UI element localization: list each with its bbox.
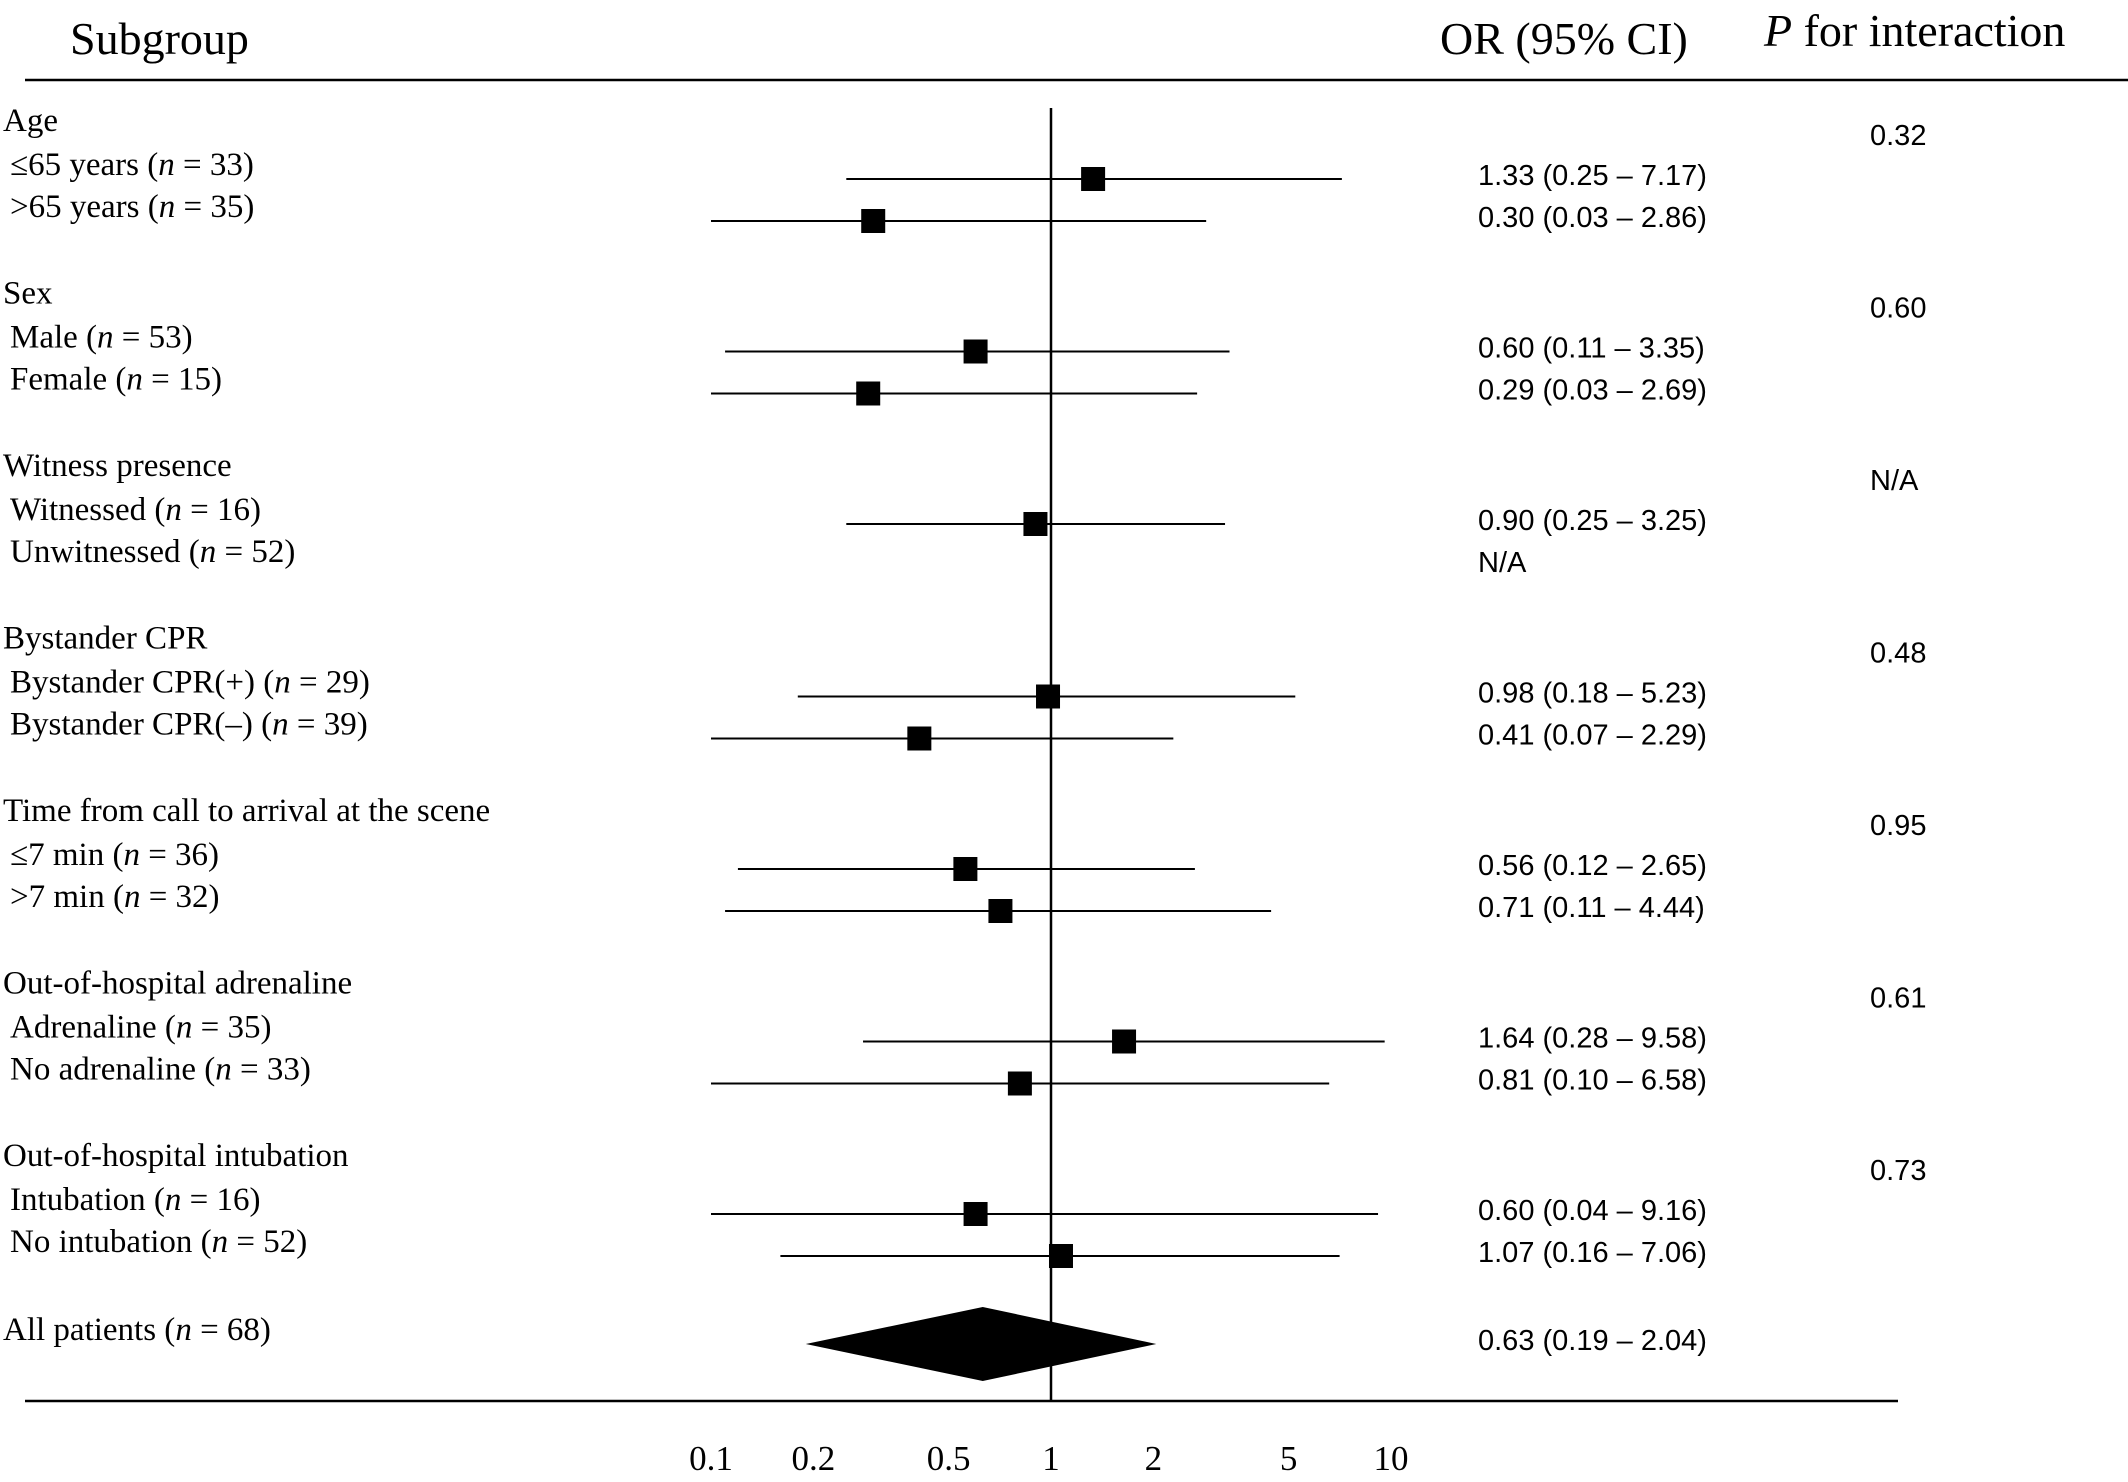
row-label: Bystander CPR(+) (n = 29) (10, 665, 370, 701)
point-estimate-square (963, 339, 988, 364)
point-estimate-square (1112, 1029, 1137, 1054)
row-label: Witnessed (n = 16) (10, 492, 261, 528)
row-label: Adrenaline (n = 35) (10, 1010, 271, 1046)
group-label: Out-of-hospital adrenaline (3, 966, 352, 1002)
header-p-interaction: P for interaction (1763, 5, 2065, 56)
x-tick-label: 0.2 (791, 1439, 835, 1478)
or-ci-value: 0.98 (0.18 – 5.23) (1478, 678, 1707, 710)
point-estimate-square (1023, 512, 1048, 536)
or-ci-value: 0.56 (0.12 – 2.65) (1478, 850, 1707, 882)
point-estimate-square (963, 1202, 988, 1226)
plot-marks: Age 0.32 ≤65 years (n = 33) 1.33 (0.25 – 7.… (3, 103, 1926, 1478)
row-label: Male (n = 53) (10, 320, 193, 356)
or-ci-value: 0.90 (0.25 – 3.25) (1478, 505, 1707, 537)
group-label: Bystander CPR (3, 621, 207, 657)
point-estimate-square (1036, 684, 1061, 709)
x-tick-label: 5 (1280, 1439, 1298, 1478)
or-ci-value: 0.71 (0.11 – 4.44) (1478, 892, 1705, 924)
row-label: Female (n = 15) (10, 362, 222, 398)
point-estimate-square (1007, 1071, 1032, 1096)
point-estimate-square (856, 381, 881, 406)
row-label: Unwitnessed (n = 52) (10, 534, 295, 570)
p-interaction-value: N/A (1870, 465, 1919, 497)
overall-or-ci-value: 0.63 (0.19 – 2.04) (1478, 1325, 1707, 1357)
point-estimate-square (907, 726, 932, 751)
or-ci-value: 0.29 (0.03 – 2.69) (1478, 375, 1707, 407)
x-tick-label: 1 (1042, 1439, 1060, 1478)
overall-diamond (805, 1307, 1157, 1381)
p-interaction-value: 0.95 (1870, 810, 1926, 842)
group-label: Age (3, 103, 58, 139)
point-estimate-square (1048, 1244, 1073, 1268)
p-interaction-value: 0.60 (1870, 293, 1926, 325)
p-interaction-value: 0.61 (1870, 983, 1926, 1015)
point-estimate-square (953, 857, 978, 881)
or-ci-value: 1.07 (0.16 – 7.06) (1478, 1237, 1707, 1269)
point-estimate-square (988, 899, 1013, 923)
x-tick-label: 10 (1374, 1439, 1409, 1478)
row-label: ≤7 min (n = 36) (10, 837, 219, 873)
or-ci-value: 0.60 (0.04 – 9.16) (1478, 1195, 1707, 1227)
group-label: Out-of-hospital intubation (3, 1138, 349, 1174)
row-label: No adrenaline (n = 33) (10, 1052, 311, 1088)
or-ci-value: 0.30 (0.03 – 2.86) (1478, 202, 1707, 234)
point-estimate-square (861, 209, 886, 233)
p-interaction-value: 0.48 (1870, 638, 1926, 670)
or-ci-value: N/A (1478, 547, 1527, 579)
x-tick-label: 2 (1145, 1439, 1163, 1478)
or-ci-value: 0.81 (0.10 – 6.58) (1478, 1065, 1707, 1097)
point-estimate-square (1081, 167, 1106, 191)
row-label: Intubation (n = 16) (10, 1182, 261, 1218)
or-ci-value: 0.60 (0.11 – 3.35) (1478, 333, 1705, 365)
row-label: Bystander CPR(–) (n = 39) (10, 707, 368, 743)
group-label: Sex (3, 276, 53, 312)
or-ci-value: 0.41 (0.07 – 2.29) (1478, 720, 1707, 752)
row-label: >7 min (n = 32) (10, 879, 220, 915)
overall-label: All patients (n = 68) (3, 1312, 271, 1348)
p-interaction-value: 0.73 (1870, 1155, 1926, 1187)
x-tick-label: 0.5 (927, 1439, 971, 1478)
p-interaction-value: 0.32 (1870, 120, 1926, 152)
group-label: Time from call to arrival at the scene (3, 793, 490, 829)
row-label: ≤65 years (n = 33) (10, 147, 254, 183)
or-ci-value: 1.33 (0.25 – 7.17) (1478, 160, 1707, 192)
row-label: >65 years (n = 35) (10, 189, 254, 225)
group-label: Witness presence (3, 448, 232, 484)
x-tick-label: 0.1 (689, 1439, 733, 1478)
row-label: No intubation (n = 52) (10, 1224, 307, 1260)
header-or-ci: OR (95% CI) (1440, 13, 1688, 64)
header-subgroup: Subgroup (70, 13, 249, 64)
or-ci-value: 1.64 (0.28 – 9.58) (1478, 1023, 1707, 1055)
